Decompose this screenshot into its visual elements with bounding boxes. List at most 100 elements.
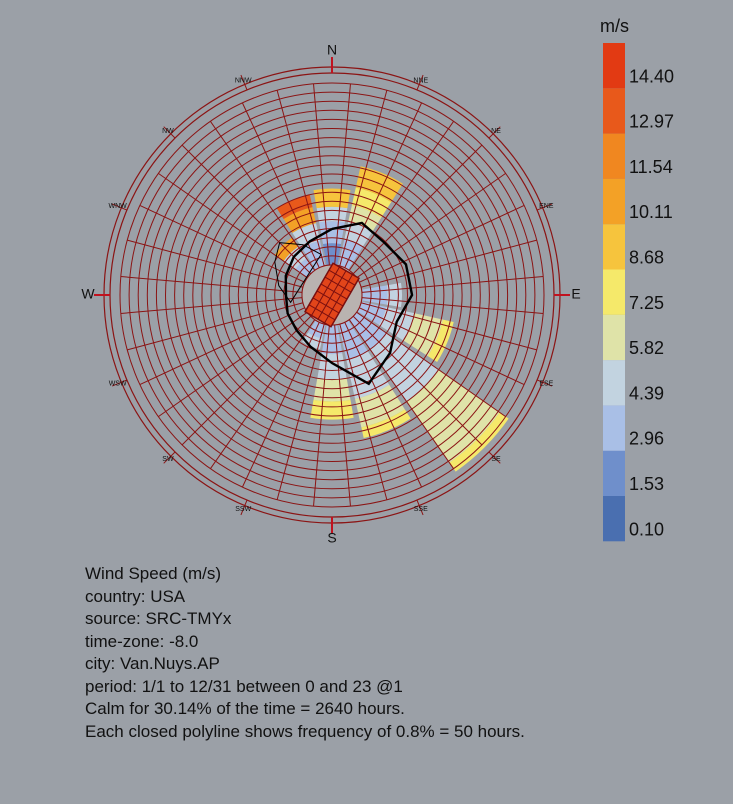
grid-ring-5 bbox=[256, 219, 408, 371]
bar-e-band-0 bbox=[361, 285, 388, 305]
grid-spoke-28 bbox=[127, 239, 304, 288]
direction-label-nnw: NNW bbox=[235, 78, 252, 85]
grid-ring-20 bbox=[119, 82, 545, 508]
calm-box-vline-2 bbox=[317, 270, 347, 320]
direction-label-nne: NNE bbox=[413, 78, 428, 85]
grid-ring-10 bbox=[210, 173, 454, 417]
direction-tick-10 bbox=[163, 451, 176, 464]
grid-spoke-24 bbox=[139, 307, 306, 386]
calm-center bbox=[301, 262, 363, 328]
info-title: Wind Speed (m/s) bbox=[85, 564, 222, 583]
grid-spoke-1 bbox=[339, 90, 388, 267]
direction-tick-11 bbox=[111, 379, 128, 387]
direction-label-n: N bbox=[327, 42, 337, 58]
grid-ring-1 bbox=[292, 255, 372, 335]
calm-box-hline-4 bbox=[316, 290, 344, 307]
calm-box-hline-6 bbox=[308, 304, 336, 321]
grid-spoke-29 bbox=[139, 204, 306, 283]
legend-label-10: 14.40 bbox=[629, 66, 674, 86]
grid-spoke-17 bbox=[334, 324, 351, 507]
legend-swatch-8 bbox=[603, 133, 625, 179]
grid-spoke-21 bbox=[209, 319, 316, 469]
grid-spoke-27 bbox=[120, 276, 303, 293]
direction-label-wsw: WSW bbox=[109, 381, 127, 388]
grid-spoke-35 bbox=[313, 83, 330, 266]
direction-label-ene: ENE bbox=[539, 203, 554, 210]
grid-spoke-15 bbox=[344, 321, 423, 488]
legend-label-6: 8.68 bbox=[629, 248, 664, 268]
bar-ese-band-3 bbox=[427, 319, 454, 362]
calm-box-hline-5 bbox=[312, 297, 340, 314]
grid-spoke-26 bbox=[120, 297, 303, 314]
info-city: city: Van.Nuys.AP bbox=[85, 654, 220, 673]
frequency-polyline-secondary bbox=[274, 242, 322, 304]
legend-swatches bbox=[603, 43, 625, 542]
legend-swatch-2 bbox=[603, 405, 625, 451]
legend-swatch-4 bbox=[603, 314, 625, 361]
grid-spoke-7 bbox=[360, 239, 537, 288]
direction-label-se: SE bbox=[491, 456, 501, 463]
grid-ring-12 bbox=[192, 155, 472, 435]
legend-label-8: 11.54 bbox=[629, 157, 673, 177]
grid-spoke-33 bbox=[241, 102, 320, 269]
legend-swatch-6 bbox=[603, 224, 625, 270]
info-block: Wind Speed (m/s) country: USA source: SR… bbox=[85, 563, 525, 743]
legend-label-3: 4.39 bbox=[629, 383, 664, 403]
grid-spoke-8 bbox=[361, 276, 544, 293]
direction-tick-13 bbox=[111, 203, 128, 211]
legend-label-4: 5.82 bbox=[629, 338, 664, 358]
legend-swatch-1 bbox=[603, 450, 625, 496]
grid-ring-14 bbox=[174, 137, 490, 453]
bar-s-band-0 bbox=[321, 324, 343, 355]
calm-box-vline-1 bbox=[311, 266, 340, 316]
legend-swatch-9 bbox=[603, 88, 625, 134]
grid-ring-13 bbox=[183, 146, 481, 444]
direction-label-ne: NE bbox=[491, 128, 501, 135]
direction-label-nw: NW bbox=[162, 128, 174, 135]
grid-spoke-13 bbox=[352, 315, 483, 446]
legend-swatch-3 bbox=[603, 360, 625, 406]
direction-tick-9 bbox=[240, 499, 248, 516]
grid-spoke-0 bbox=[334, 83, 351, 266]
grid-spoke-22 bbox=[181, 315, 312, 446]
direction-tick-14 bbox=[163, 126, 176, 139]
grid-spoke-9 bbox=[361, 297, 544, 314]
calm-box bbox=[303, 262, 361, 328]
direction-label-s: S bbox=[327, 530, 336, 546]
grid-spoke-12 bbox=[356, 311, 506, 418]
direction-label-ese: ESE bbox=[539, 381, 553, 388]
grid-spoke-19 bbox=[276, 323, 325, 500]
grid-spoke-4 bbox=[352, 144, 483, 275]
legend-swatch-5 bbox=[603, 269, 625, 315]
legend-label-5: 7.25 bbox=[629, 293, 664, 313]
grid-ring-16 bbox=[155, 118, 509, 472]
frequency-polylines bbox=[274, 221, 414, 386]
calm-box-vline-3 bbox=[324, 274, 353, 324]
direction-label-wnw: WNW bbox=[109, 203, 128, 210]
direction-label-sse: SSE bbox=[414, 506, 428, 513]
grid-spoke-10 bbox=[360, 302, 537, 351]
info-period: period: 1/1 to 12/31 between 0 and 23 @1 bbox=[85, 676, 403, 696]
direction-tick-5 bbox=[536, 379, 553, 387]
grid-spoke-25 bbox=[127, 302, 304, 351]
bar-s-band-1 bbox=[317, 353, 347, 380]
bar-nnw-band-1 bbox=[292, 223, 320, 249]
grid-spoke-14 bbox=[348, 319, 455, 469]
direction-label-e: E bbox=[571, 286, 580, 302]
info-calm: Calm for 30.14% of the time = 2640 hours… bbox=[85, 699, 405, 718]
legend-swatch-10 bbox=[603, 43, 625, 89]
info-timezone: time-zone: -8.0 bbox=[85, 631, 199, 651]
direction-tick-1 bbox=[416, 74, 424, 91]
grid-ring-9 bbox=[219, 182, 445, 408]
direction-label-sw: SW bbox=[162, 456, 174, 463]
grid-spoke-3 bbox=[348, 121, 455, 271]
legend-label-2: 2.96 bbox=[629, 429, 664, 449]
bar-ese-band-2 bbox=[403, 313, 444, 357]
grid-ring-2 bbox=[283, 246, 381, 344]
legend-label-0: 0.10 bbox=[629, 519, 664, 539]
legend-label-1: 1.53 bbox=[629, 474, 664, 494]
direction-labels: N NNE NE ENE E ESE SE SSE S SSW SW WSW W WNW NW NNW bbox=[81, 42, 580, 546]
bar-nne-band-2 bbox=[348, 205, 382, 232]
frequency-polyline-main bbox=[284, 221, 414, 386]
